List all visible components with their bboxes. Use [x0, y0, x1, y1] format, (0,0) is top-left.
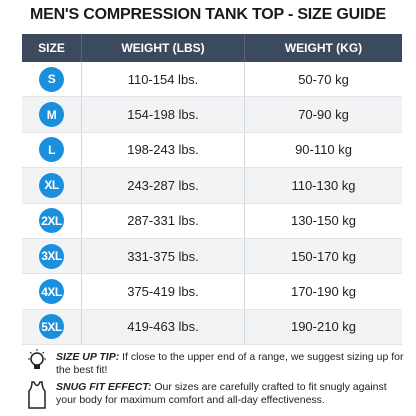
- size-badge: 4XL: [39, 279, 64, 305]
- tip: SNUG FIT EFFECT: Our sizes are carefully…: [56, 381, 406, 406]
- table-cell: 130-150 kg: [290, 213, 357, 229]
- size-cell: 2XL: [22, 203, 82, 238]
- table-cell: 375-419 lbs.: [82, 274, 245, 309]
- size-table: SIZE WEIGHT (LBS) WEIGHT (KG) S 110-154 lbs.…: [22, 34, 402, 346]
- tip-label: SIZE UP TIP:: [56, 351, 120, 363]
- size-badge: 3XL: [39, 243, 64, 269]
- table-cell: 243-287 lbs.: [82, 168, 245, 203]
- table-row: S 110-154 lbs. 50-70 kg: [22, 62, 402, 98]
- table-row: 5XL 419-463 lbs. 190-210 kg: [22, 309, 402, 346]
- table-row: 2XL 287-331 lbs. 130-150 kg: [22, 203, 402, 239]
- table-cell: 287-331 lbs.: [82, 203, 245, 238]
- size-badge: L: [39, 137, 64, 163]
- table-cell: 90-110 kg: [295, 142, 352, 158]
- table-row: 3XL 331-375 lbs. 150-170 kg: [22, 238, 402, 275]
- table-row: L 198-243 lbs. 90-110 kg: [22, 132, 402, 169]
- lightbulb-icon: [28, 349, 46, 369]
- size-cell: 3XL: [22, 238, 82, 274]
- tank-top-icon: [28, 381, 46, 409]
- table-cell: 170-190 kg: [290, 284, 357, 300]
- size-badge: S: [39, 66, 64, 92]
- table-cell: 331-375 lbs.: [82, 238, 245, 274]
- size-cell: 4XL: [22, 274, 82, 309]
- column-header: SIZE: [22, 34, 82, 62]
- size-cell: XL: [22, 168, 82, 203]
- table-cell: 70-90 kg: [298, 107, 349, 123]
- size-badge: 5XL: [39, 314, 64, 340]
- table-cell: 50-70 kg: [298, 71, 349, 87]
- table-row: XL 243-287 lbs. 110-130 kg: [22, 168, 402, 204]
- header-row: SIZE WEIGHT (LBS) WEIGHT (KG): [22, 34, 402, 62]
- column-header: WEIGHT (LBS): [82, 34, 245, 62]
- size-cell: 5XL: [22, 309, 82, 345]
- table-cell: 110-130 kg: [291, 177, 356, 193]
- tip-text: If close to the upper end of a range, we…: [56, 351, 404, 376]
- size-badge: 2XL: [39, 208, 64, 234]
- tip-text: Our sizes are carefully crafted to fit s…: [56, 381, 387, 406]
- table-cell: 150-170 kg: [290, 248, 357, 264]
- table-cell: 419-463 lbs.: [82, 309, 245, 345]
- size-cell: M: [22, 97, 82, 132]
- table-row: M 154-198 lbs. 70-90 kg: [22, 97, 402, 133]
- table-cell: 154-198 lbs.: [82, 97, 245, 132]
- title: MEN'S COMPRESSION TANK TOP - SIZE GUIDE: [29, 6, 387, 23]
- table-cell: 198-243 lbs.: [82, 132, 245, 168]
- table-cell: 190-210 kg: [290, 319, 357, 335]
- column-header: WEIGHT (KG): [284, 41, 363, 55]
- tip-label: SNUG FIT EFFECT:: [56, 381, 152, 393]
- size-badge: XL: [39, 172, 64, 198]
- tip: SIZE UP TIP: If close to the upper end o…: [56, 351, 406, 376]
- size-badge: M: [39, 102, 64, 128]
- table-cell: 110-154 lbs.: [82, 62, 245, 97]
- size-cell: L: [22, 132, 82, 168]
- table-row: 4XL 375-419 lbs. 170-190 kg: [22, 274, 402, 310]
- size-cell: S: [22, 62, 82, 97]
